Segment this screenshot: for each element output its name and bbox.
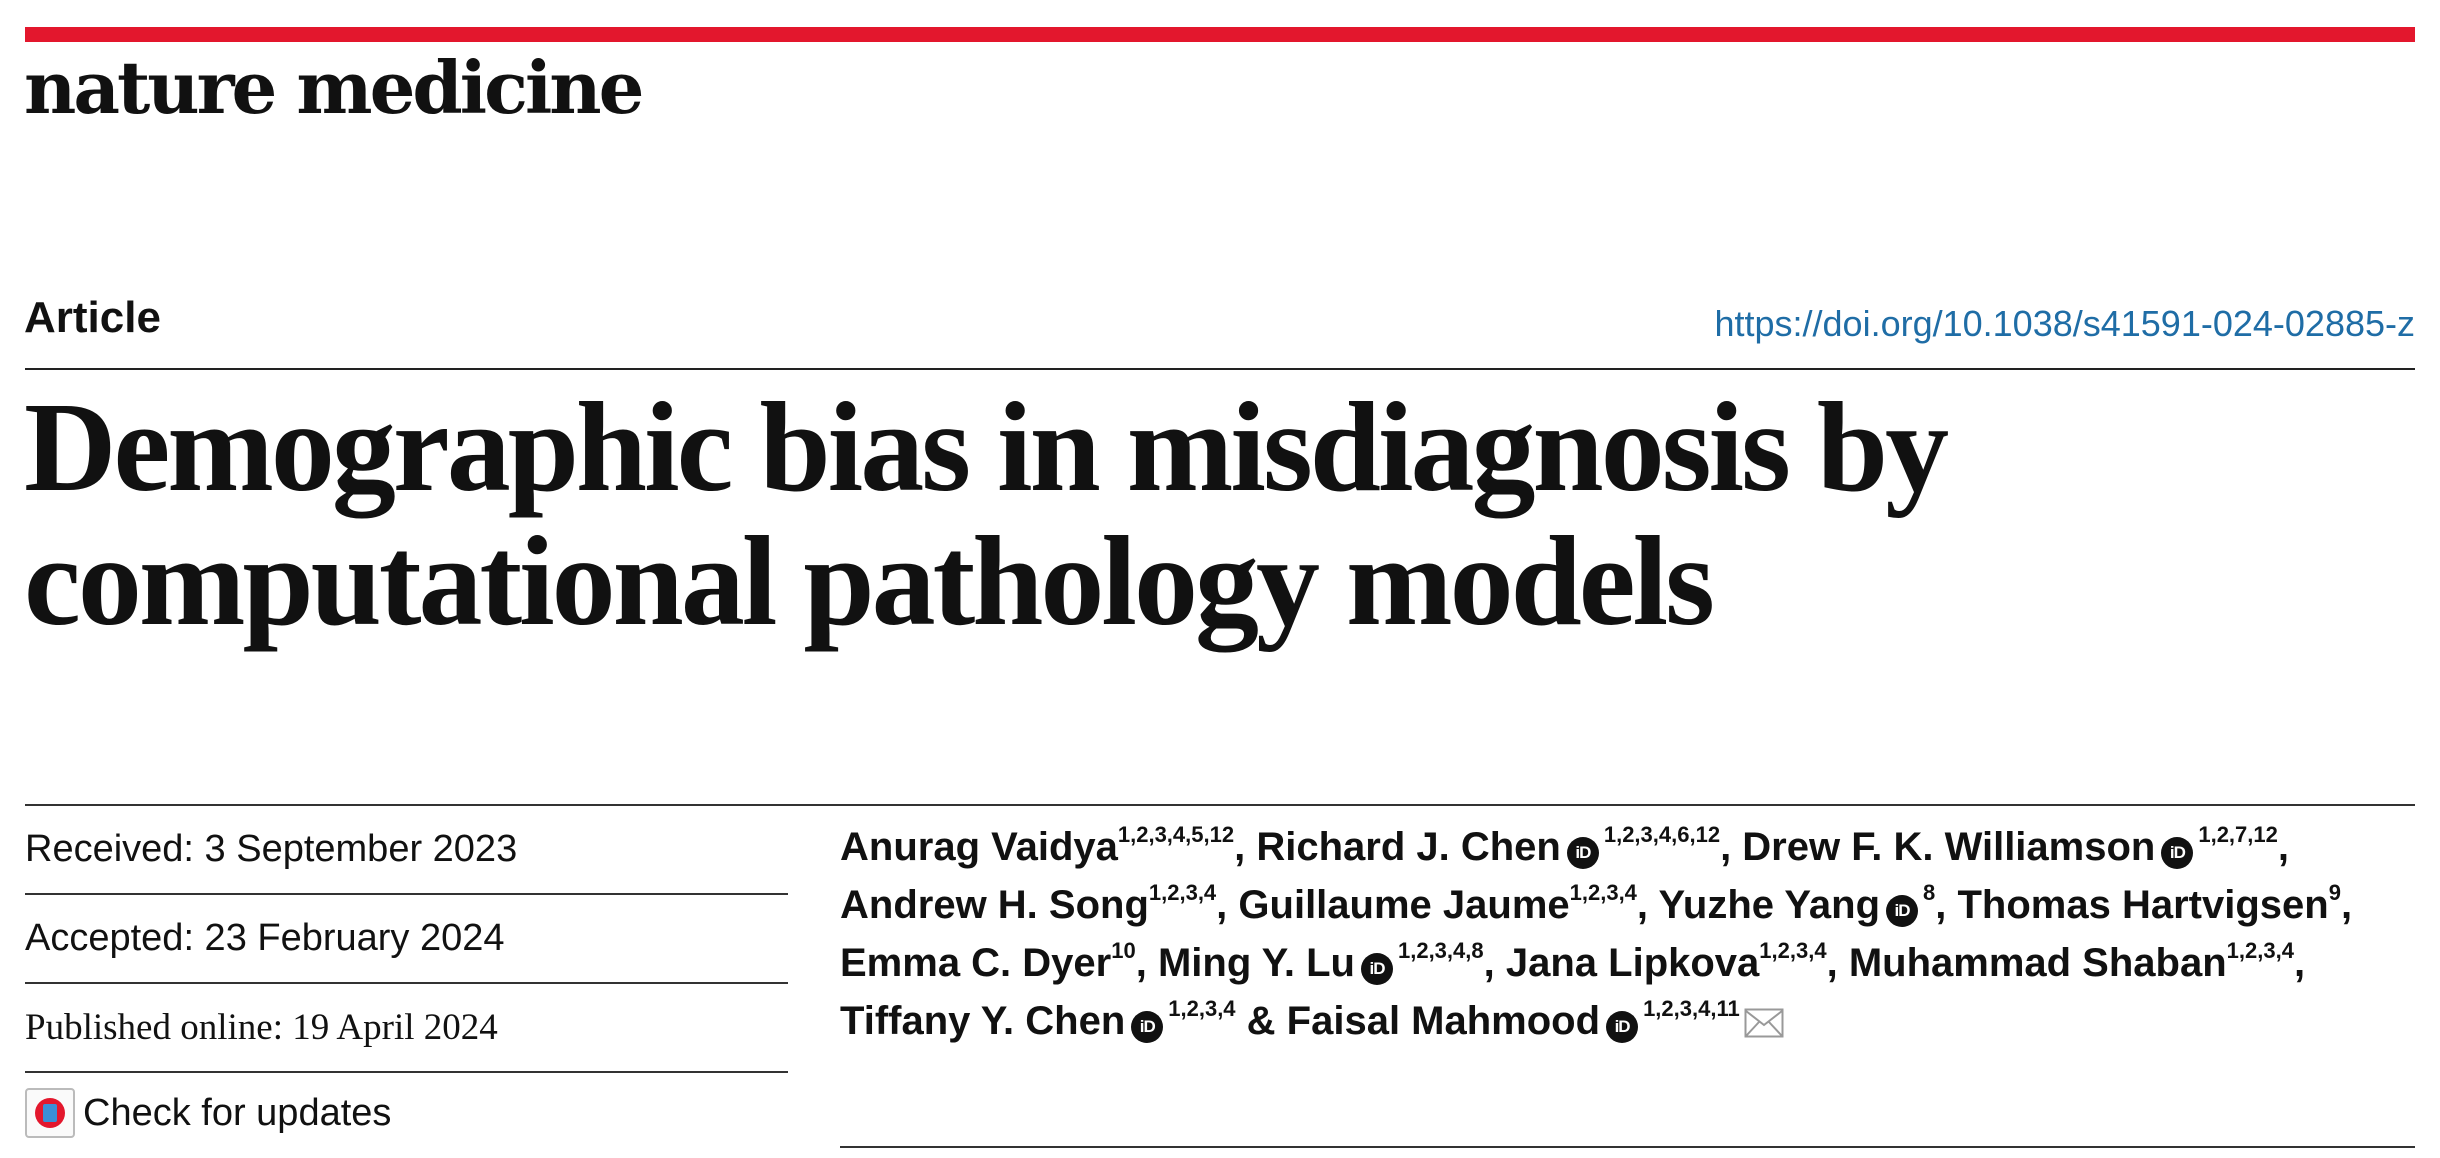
- author-list: Anurag Vaidya1,2,3,4,5,12, Richard J. Ch…: [840, 818, 2415, 1054]
- author-name[interactable]: Faisal Mahmood: [1286, 999, 1601, 1043]
- orcid-icon[interactable]: iD: [1886, 895, 1918, 927]
- published-date: Published online: 19 April 2024: [25, 984, 788, 1073]
- article-title: Demographic bias in misdiagnosis by comp…: [24, 376, 1949, 652]
- author-separator: ,: [2293, 941, 2306, 985]
- affiliation-superscript[interactable]: 1,2,3,4: [1569, 880, 1637, 905]
- affiliation-superscript[interactable]: 1,2,3,4: [2226, 938, 2294, 963]
- author-entry: Tiffany Y. Chen iD1,2,3,4: [840, 996, 1236, 1043]
- author-entry: Emma C. Dyer10: [840, 938, 1136, 986]
- author-separator: ,: [1135, 941, 1158, 985]
- author-entry: Ming Y. Lu iD1,2,3,4,8: [1157, 938, 1484, 985]
- affiliation-superscript[interactable]: 10: [1111, 938, 1136, 963]
- author-separator: ,: [1636, 883, 1659, 927]
- author-entry: Muhammad Shaban1,2,3,4: [1848, 938, 2294, 986]
- article-type: Article: [24, 293, 161, 342]
- metadata-divider: [25, 804, 2415, 806]
- brand-bar: [25, 27, 2415, 42]
- author-entry: Faisal Mahmood iD1,2,3,4,11: [1286, 996, 1784, 1043]
- affiliation-superscript[interactable]: 1,2,3,4,6,12: [1603, 822, 1721, 847]
- author-separator: ,: [1483, 941, 1506, 985]
- orcid-icon[interactable]: iD: [2161, 837, 2194, 869]
- received-date: Received: 3 September 2023: [25, 806, 788, 895]
- author-separator: ,: [1216, 883, 1239, 927]
- affiliation-superscript[interactable]: 1,2,3,4: [1148, 880, 1217, 905]
- author-separator: ,: [1826, 941, 1849, 985]
- author-name[interactable]: Guillaume Jaume: [1238, 883, 1570, 927]
- affiliation-superscript[interactable]: 1,2,3,4,8: [1397, 938, 1484, 963]
- affiliation-superscript[interactable]: 1,2,3,4,11: [1643, 996, 1740, 1021]
- author-divider: [840, 1146, 2415, 1148]
- author-name[interactable]: Andrew H. Song: [840, 883, 1149, 927]
- author-entry: Andrew H. Song1,2,3,4: [840, 880, 1217, 928]
- affiliation-superscript[interactable]: 8: [1923, 880, 1936, 905]
- author-entry: Yuzhe Yang iD8: [1658, 880, 1936, 927]
- author-name[interactable]: Tiffany Y. Chen: [840, 999, 1126, 1043]
- author-separator: ,: [1935, 883, 1958, 927]
- author-separator: ,: [1720, 825, 1743, 869]
- author-name[interactable]: Muhammad Shaban: [1848, 941, 2227, 985]
- author-name[interactable]: Jana Lipkova: [1505, 941, 1760, 985]
- author-name[interactable]: Emma C. Dyer: [840, 941, 1112, 985]
- doi-link[interactable]: https://doi.org/10.1038/s41591-024-02885…: [1714, 303, 2415, 344]
- author-name[interactable]: Thomas Hartvigsen: [1957, 883, 2329, 927]
- author-entry: Guillaume Jaume1,2,3,4: [1238, 880, 1637, 928]
- accepted-date: Accepted: 23 February 2024: [25, 895, 788, 984]
- author-entry: Jana Lipkova1,2,3,4: [1505, 938, 1827, 986]
- author-name[interactable]: Drew F. K. Williamson: [1742, 825, 2156, 869]
- check-for-updates-button[interactable]: Check for updates: [25, 1073, 788, 1153]
- author-entry: Richard J. Chen iD1,2,3,4,6,12: [1256, 822, 1721, 869]
- author-separator: &: [1235, 999, 1287, 1043]
- author-name[interactable]: Richard J. Chen: [1256, 825, 1561, 869]
- affiliation-superscript[interactable]: 9: [2328, 880, 2341, 905]
- check-for-updates-icon: [25, 1088, 75, 1138]
- affiliation-superscript[interactable]: 1,2,3,4,5,12: [1117, 822, 1235, 847]
- author-entry: Thomas Hartvigsen9: [1957, 880, 2341, 928]
- affiliation-superscript[interactable]: 1,2,3,4: [1168, 996, 1236, 1021]
- author-entry: Anurag Vaidya1,2,3,4,5,12: [840, 822, 1235, 870]
- author-entry: Drew F. K. Williamson iD1,2,7,12: [1742, 822, 2278, 869]
- journal-logo[interactable]: nature medicine: [24, 45, 644, 130]
- orcid-icon[interactable]: iD: [1360, 953, 1393, 985]
- author-separator: ,: [1234, 825, 1257, 869]
- author-name[interactable]: Yuzhe Yang: [1658, 883, 1880, 927]
- orcid-icon[interactable]: iD: [1131, 1011, 1164, 1043]
- affiliation-superscript[interactable]: 1,2,7,12: [2198, 822, 2278, 847]
- envelope-icon[interactable]: [1744, 996, 1784, 1054]
- author-name[interactable]: Anurag Vaidya: [840, 825, 1118, 869]
- orcid-icon[interactable]: iD: [1606, 1011, 1639, 1043]
- check-for-updates-label: Check for updates: [83, 1091, 392, 1134]
- title-divider: [25, 368, 2415, 370]
- author-name[interactable]: Ming Y. Lu: [1157, 941, 1355, 985]
- author-separator: ,: [2340, 883, 2353, 927]
- affiliation-superscript[interactable]: 1,2,3,4: [1759, 938, 1827, 963]
- article-dates: Received: 3 September 2023 Accepted: 23 …: [25, 806, 788, 1153]
- orcid-icon[interactable]: iD: [1566, 837, 1599, 869]
- author-separator: ,: [2277, 825, 2289, 869]
